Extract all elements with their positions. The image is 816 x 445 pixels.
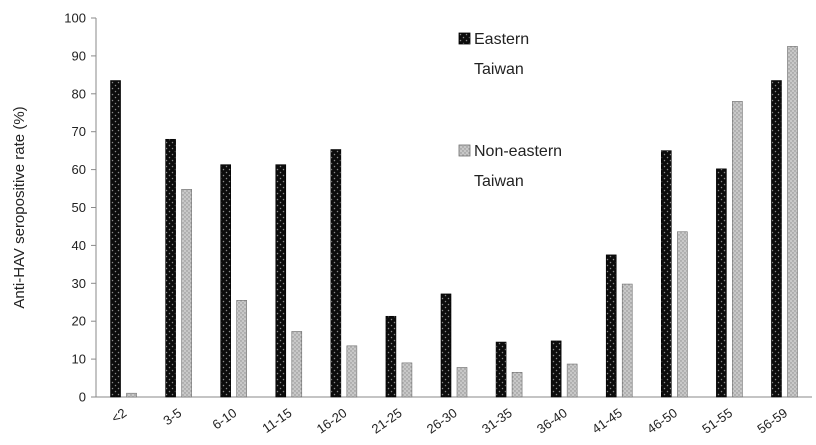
bar-non-eastern-taiwan — [291, 331, 303, 398]
y-tick-label: 70 — [72, 124, 86, 139]
legend-label: Taiwan — [474, 173, 524, 190]
bar-eastern-taiwan — [716, 168, 727, 398]
bar-eastern-taiwan — [495, 341, 507, 398]
y-tick-label: 50 — [72, 200, 86, 215]
x-tick-label: 31-35 — [479, 405, 515, 436]
legend-swatch — [458, 144, 471, 157]
bar-eastern-taiwan — [661, 150, 672, 398]
y-tick-label: 10 — [72, 352, 86, 367]
bar-non-eastern-taiwan — [346, 345, 358, 398]
legend-swatch — [458, 32, 471, 45]
bar-non-eastern-taiwan — [566, 363, 578, 398]
y-tick-label: 60 — [72, 162, 86, 177]
legend-label: Eastern — [474, 31, 529, 48]
bar-eastern-taiwan — [605, 254, 617, 398]
bar-non-eastern-taiwan — [401, 362, 413, 398]
x-tick-label: 11-15 — [259, 405, 294, 436]
bar-non-eastern-taiwan — [732, 101, 743, 398]
bar-eastern-taiwan — [771, 80, 782, 398]
x-tick-label: 56-59 — [754, 405, 790, 436]
bar-eastern-taiwan — [165, 138, 176, 398]
y-tick-label: 0 — [79, 390, 86, 405]
legend-label: Non-eastern — [474, 143, 562, 160]
y-tick-label: 20 — [72, 314, 86, 329]
x-tick-label: 16-20 — [314, 405, 350, 436]
x-tick-label: 26-30 — [424, 405, 460, 436]
axes — [95, 18, 812, 398]
x-tick-label: 51-55 — [699, 405, 735, 436]
bar-non-eastern-taiwan — [511, 372, 523, 398]
bar-non-eastern-taiwan — [126, 392, 137, 398]
bar-eastern-taiwan — [220, 164, 231, 398]
x-tick-label: 21-25 — [369, 405, 405, 436]
bar-eastern-taiwan — [385, 315, 397, 398]
bars — [110, 46, 798, 398]
bar-eastern-taiwan — [275, 164, 287, 398]
x-tick-label: <2 — [109, 405, 130, 426]
bar-non-eastern-taiwan — [787, 46, 798, 398]
y-tick-label: 90 — [72, 48, 86, 63]
bar-eastern-taiwan — [110, 80, 121, 398]
y-tick-label: 80 — [72, 86, 86, 101]
legend-label: Taiwan — [474, 61, 524, 78]
legend: Eastern Taiwan Non-eastern Taiwan — [458, 31, 562, 190]
x-tick-label: 41-45 — [589, 405, 625, 436]
bar-non-eastern-taiwan — [621, 283, 633, 398]
x-tick-label: 3-5 — [160, 405, 184, 428]
y-tick-labels: 0 10 20 30 40 50 60 70 80 90 100 — [64, 11, 96, 405]
bar-non-eastern-taiwan — [181, 189, 192, 398]
y-tick-label: 100 — [64, 11, 86, 26]
x-tick-label: 46-50 — [644, 405, 680, 436]
x-tick-label: 6-10 — [209, 405, 239, 432]
bar-eastern-taiwan — [440, 293, 452, 398]
x-tick-label: 36-40 — [534, 405, 570, 436]
y-tick-label: 30 — [72, 276, 86, 291]
bar-non-eastern-taiwan — [677, 231, 688, 398]
y-tick-label: 40 — [72, 238, 86, 253]
y-axis-label: Anti-HAV seropositive rate (%) — [11, 106, 28, 308]
bar-non-eastern-taiwan — [456, 367, 468, 398]
bar-eastern-taiwan — [330, 149, 342, 398]
x-tick-labels: <2 3-5 6-10 11-15 16-20 21-25 26-30 31-35 36-40 4… — [109, 405, 791, 436]
bar-non-eastern-taiwan — [236, 300, 247, 398]
bar-eastern-taiwan — [550, 340, 562, 398]
